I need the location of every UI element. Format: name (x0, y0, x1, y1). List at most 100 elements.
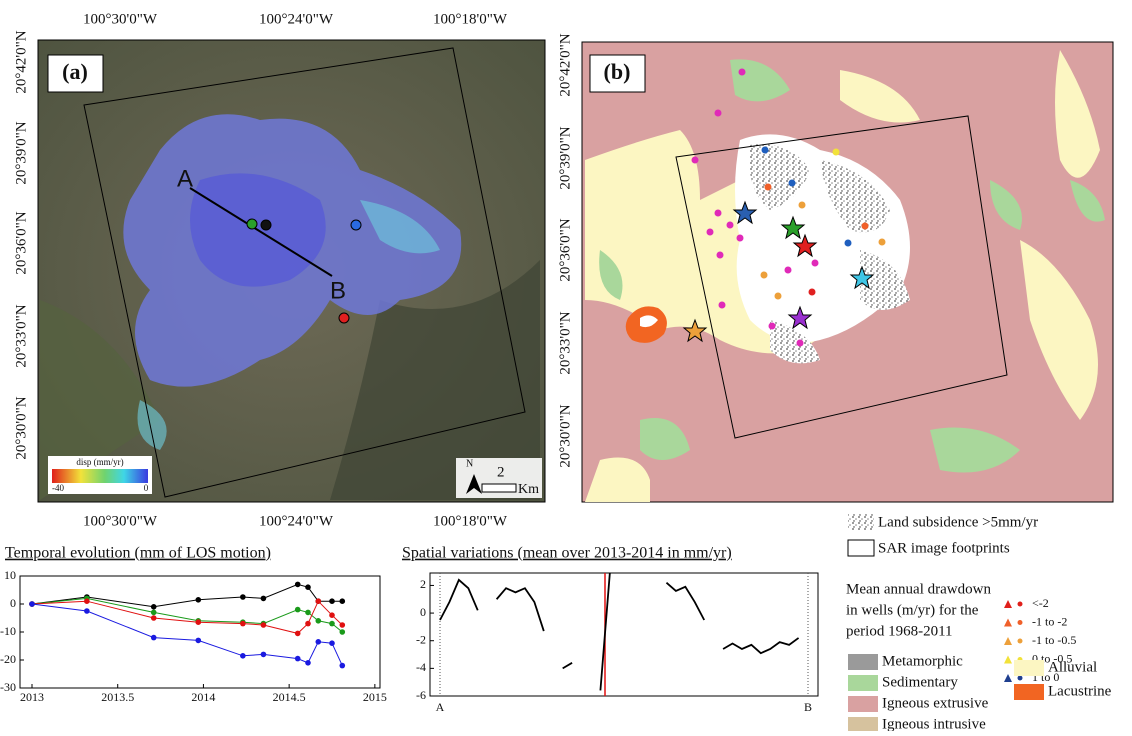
legend-label: Metamorphic (882, 653, 963, 669)
lon-label: 100°24'0"W (259, 513, 334, 529)
colorbar-title: disp (mm/yr) (76, 457, 123, 467)
y-tick-label: -30 (0, 680, 16, 694)
profile-end: B (330, 277, 346, 304)
lat-label: 20°42'0"N (13, 30, 29, 93)
well (775, 293, 782, 300)
y-tick-label: -20 (0, 652, 16, 666)
chart-title: Temporal evolution (mm of LOS motion) (5, 545, 271, 562)
lat-label: 20°36'0"N (13, 211, 29, 274)
point (240, 594, 246, 600)
lon-label: 100°24'0"W (259, 11, 334, 27)
colorbar-max: 0 (144, 483, 149, 493)
point (305, 621, 311, 627)
panel-label: (b) (604, 59, 631, 84)
x-tick-label: 2013.5 (101, 690, 134, 704)
scale-bar (482, 484, 516, 492)
legend-dot (1018, 602, 1023, 607)
well (799, 202, 806, 209)
lat-label: 20°30'0"N (557, 404, 573, 467)
lat-label: 20°39'0"N (13, 121, 29, 184)
colorbar-min: -40 (52, 483, 64, 493)
point (295, 631, 301, 637)
lon-label: 100°30'0"W (83, 11, 158, 27)
well (879, 239, 886, 246)
legend-triangle (1004, 674, 1012, 682)
y-tick-label: -2 (416, 632, 426, 646)
x-tick-label: 2014.5 (273, 690, 306, 704)
legend-label: Land subsidence >5mm/yr (878, 514, 1038, 530)
charts: Temporal evolution (mm of LOS motion) 201… (0, 545, 818, 714)
plot-frame (20, 576, 380, 688)
y-tick-label: 10 (4, 568, 16, 582)
legend-dot (1018, 676, 1023, 681)
plot-frame (430, 573, 818, 696)
y-tick-label: 0 (10, 596, 16, 610)
lon-label: 100°30'0"W (83, 513, 158, 529)
point (240, 653, 246, 659)
legend-swatch (1014, 684, 1044, 700)
point (305, 610, 311, 616)
well (765, 184, 772, 191)
chart-title: Spatial variations (mean over 2013-2014 … (402, 545, 732, 562)
legend-label: SAR image footprints (878, 540, 1010, 556)
legend-triangle (1004, 656, 1012, 664)
x-tick-label: 2015 (363, 690, 387, 704)
point (315, 618, 321, 624)
north-label: N (466, 458, 473, 469)
legend-swatch (848, 675, 878, 691)
site-marker (247, 219, 257, 229)
well (717, 252, 724, 259)
well (845, 240, 852, 247)
point (295, 607, 301, 613)
x-tick-label: 2014 (191, 690, 215, 704)
well (727, 222, 734, 229)
series-line (32, 584, 342, 606)
point (339, 598, 345, 604)
legend-label: Igneous extrusive (882, 695, 989, 711)
point (329, 598, 335, 604)
series-line (32, 601, 342, 633)
point (151, 615, 157, 621)
point (315, 598, 321, 604)
y-tick-label: -4 (416, 660, 426, 674)
well (862, 223, 869, 230)
lat-label: 20°42'0"N (557, 33, 573, 96)
well (761, 272, 768, 279)
well (707, 229, 714, 236)
series-line (440, 573, 799, 690)
site-marker (339, 313, 349, 323)
well (769, 323, 776, 330)
point (195, 638, 201, 644)
well (812, 260, 819, 267)
scale-unit: Km (518, 482, 539, 497)
site-marker (261, 220, 271, 230)
well (785, 267, 792, 274)
y-tick-label: -6 (416, 688, 426, 702)
legend-swatch (848, 717, 878, 731)
point (151, 635, 157, 641)
point (151, 604, 157, 610)
x-tick-label: B (804, 700, 812, 714)
figure: A B (a) disp (mm/yr) -40 0 N 2 Km 100°30… (0, 0, 1132, 731)
point (315, 639, 321, 645)
legend-label: -1 to -0.5 (1032, 633, 1076, 647)
legend-label: Sedimentary (882, 674, 958, 690)
legend-swatch (848, 514, 874, 530)
point (305, 660, 311, 666)
lat-label: 20°33'0"N (557, 311, 573, 374)
point (339, 622, 345, 628)
point (261, 596, 267, 602)
lat-label: 20°30'0"N (13, 396, 29, 459)
legend-label: Alluvial (1048, 659, 1097, 675)
well (789, 180, 796, 187)
map-b: (b) 20°42'0"N 20°39'0"N 20°36'0"N 20°33'… (557, 33, 1113, 502)
legend-triangle (1004, 600, 1012, 608)
point (339, 663, 345, 669)
map-a: A B (a) disp (mm/yr) -40 0 N 2 Km 100°30… (13, 11, 545, 529)
lat-label: 20°39'0"N (557, 126, 573, 189)
legend-dot (1018, 639, 1023, 644)
panel-label: (a) (62, 59, 88, 84)
well (692, 157, 699, 164)
point (305, 584, 311, 590)
